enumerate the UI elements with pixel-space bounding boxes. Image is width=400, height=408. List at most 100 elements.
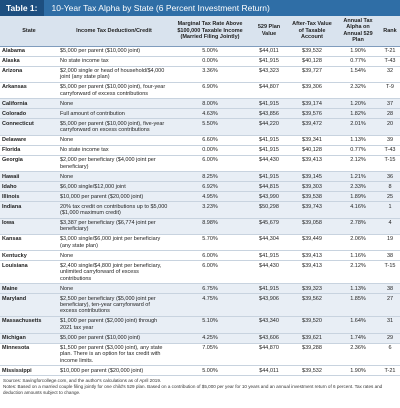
table-cell: 38 (380, 250, 400, 262)
table-cell: $39,538 (288, 191, 336, 203)
table-cell: 8.25% (170, 171, 250, 183)
table-cell: 4.16% (336, 201, 380, 219)
table-cell: 0.00% (170, 145, 250, 156)
table-cell: $39,472 (288, 118, 336, 136)
table-row: Alabama $5,000 per parent ($10,000 joint)… (0, 46, 400, 57)
table-cell: $39,449 (288, 234, 336, 252)
table-cell: 6.00% (170, 250, 250, 262)
table-cell: 5.00% (170, 365, 250, 377)
column-header: After-Tax Value of Taxable Account (288, 16, 336, 47)
table-cell: $39,743 (288, 201, 336, 219)
table-cell: 0.77% (336, 56, 380, 67)
column-header: Income Tax Deduction/Credit (58, 16, 170, 47)
table-row: Massachusetts $1,000 per parent ($2,000 j… (0, 316, 400, 334)
table-cell: $39,058 (288, 218, 336, 236)
table-cell: $6,000 single/$12,000 joint (58, 181, 170, 193)
table-cell: $10,000 per parent ($20,000 joint) (58, 365, 170, 377)
table-cell: 3.23% (170, 201, 250, 219)
column-header: 529 Plan Value (250, 16, 288, 47)
column-header: Marginal Tax Rate Above $100,000 Taxable… (170, 16, 250, 47)
table-cell: 25 (380, 191, 400, 203)
table-cell: 28 (380, 108, 400, 120)
table-cell: 1.21% (336, 171, 380, 183)
table-row: Minnesota $1,500 per parent ($3,000 joint… (0, 343, 400, 367)
table-cell: $39,323 (288, 283, 336, 295)
sources: Sources: Savingforcollege.com, and the a… (3, 378, 162, 384)
table-row: Maryland $2,500 per beneficiary ($5,000 j… (0, 293, 400, 318)
state-cell: Hawaii (0, 171, 58, 183)
table-row: Connecticut $5,000 per parent ($10,000 jo… (0, 118, 400, 136)
table-cell: 1.89% (336, 191, 380, 203)
data-table: State Income Tax Deduction/Credit Marginal… (0, 16, 400, 377)
table-row: Georgia $2,000 per beneficiary ($4,000 jo… (0, 155, 400, 173)
table-cell: 1.16% (336, 250, 380, 262)
table-row: Florida No state income tax 0.00% $41,915 $4… (0, 145, 400, 156)
table-cell: $39,413 (288, 250, 336, 262)
table-cell: 2.01% (336, 118, 380, 136)
table-cell: 1 (380, 201, 400, 219)
table-cell: 2.12% (336, 155, 380, 173)
table-cell: 2.36% (336, 343, 380, 367)
table-cell: 1.13% (336, 283, 380, 295)
table-cell: $41,915 (250, 145, 288, 156)
table-cell: 6.60% (170, 135, 250, 146)
table-cell: $39,621 (288, 333, 336, 344)
table-cell: $2,400 single/$4,800 joint per beneficia… (58, 260, 170, 285)
table-cell: 1.13% (336, 135, 380, 146)
table-cell: T-9 (380, 82, 400, 100)
table-cell: 5.70% (170, 234, 250, 252)
column-header: Annual Tax Alpha on Annual 529 Plan (336, 16, 380, 47)
table-cell: T-21 (380, 46, 400, 57)
table-cell: $2,000 single or head of household/$4,00… (58, 66, 170, 84)
table-cell: $5,000 per parent ($10,000 joint) (58, 46, 170, 57)
table-label: Table 1: (0, 0, 44, 16)
table-cell: 32 (380, 66, 400, 84)
table-cell: 5.10% (170, 316, 250, 334)
table-cell: 36 (380, 171, 400, 183)
table-cell: $39,288 (288, 343, 336, 367)
table-cell: $1,000 per parent ($2,000 joint) through… (58, 316, 170, 334)
table-cell: None (58, 135, 170, 146)
table-cell: $39,303 (288, 181, 336, 193)
state-cell: California (0, 98, 58, 110)
table-cell: 8.00% (170, 98, 250, 110)
table-cell: $3,387 per beneficiary ($6,774 joint per… (58, 218, 170, 236)
header-row: State Income Tax Deduction/Credit Marginal… (0, 16, 400, 47)
state-cell: Illinois (0, 191, 58, 203)
table-cell: T-43 (380, 145, 400, 156)
state-cell: Alabama (0, 46, 58, 57)
table-cell: 8.98% (170, 218, 250, 236)
state-cell: Arizona (0, 66, 58, 84)
state-cell: Michigan (0, 333, 58, 344)
table-cell: $45,679 (250, 218, 288, 236)
table-cell: $39,532 (288, 46, 336, 57)
table-cell: $41,915 (250, 171, 288, 183)
table-row: Kansas $3,000 single/$6,000 joint per ben… (0, 234, 400, 252)
state-cell: Kansas (0, 234, 58, 252)
table-cell: 20% tax credit on contributions up to $5… (58, 201, 170, 219)
table-cell: None (58, 98, 170, 110)
table-cell: $10,000 per parent ($20,000 joint) (58, 191, 170, 203)
table-cell: 1.90% (336, 46, 380, 57)
table-cell: $39,520 (288, 316, 336, 334)
notes: Sources: Savingforcollege.com, and the a… (0, 376, 400, 397)
table-cell: 0.77% (336, 145, 380, 156)
table-cell: 2.78% (336, 218, 380, 236)
table-cell: $44,807 (250, 82, 288, 100)
table-cell: 1.74% (336, 333, 380, 344)
table-cell: $39,145 (288, 171, 336, 183)
table-row: Kentucky None 6.00% $41,915 $39,413 1.16% 38 (0, 250, 400, 262)
table-cell: $39,576 (288, 108, 336, 120)
table-cell: 4 (380, 218, 400, 236)
table-cell: $41,915 (250, 250, 288, 262)
state-cell: Kentucky (0, 250, 58, 262)
table-cell: $44,011 (250, 46, 288, 57)
table-row: Indiana 20% tax credit on contributions u… (0, 201, 400, 219)
table-cell: No state income tax (58, 56, 170, 67)
table-row: California None 8.00% $41,915 $39,174 1.20% 37 (0, 98, 400, 110)
state-cell: Colorado (0, 108, 58, 120)
table-cell: T-15 (380, 155, 400, 173)
state-cell: Idaho (0, 181, 58, 193)
table-cell: $39,532 (288, 365, 336, 377)
